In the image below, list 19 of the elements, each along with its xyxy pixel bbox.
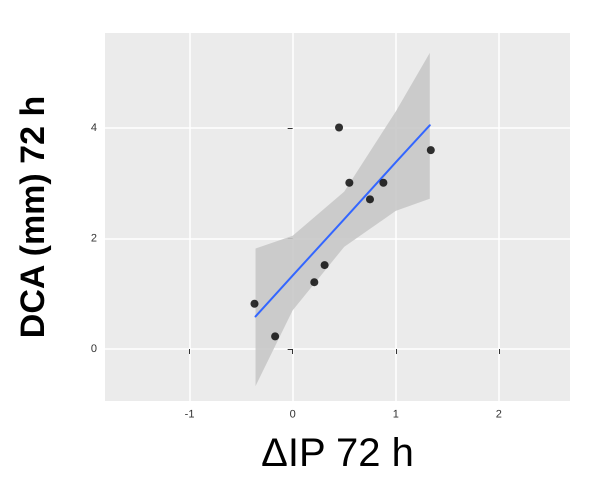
x-tick-label: 2 [496, 408, 502, 420]
line-series [254, 124, 431, 318]
y-tick-label: 2 [90, 232, 97, 245]
point [345, 178, 354, 187]
point [271, 332, 280, 340]
point [426, 146, 435, 154]
point [250, 300, 258, 308]
y-tick-label: 4 [90, 122, 97, 134]
y-tick-label: 0 [90, 343, 97, 356]
x-tick-label: 1 [392, 408, 399, 420]
point [320, 261, 329, 270]
point [379, 178, 388, 187]
x-tick-label: 0 [290, 408, 296, 420]
x-tick-label: -1 [184, 408, 194, 420]
point [366, 195, 374, 204]
point [335, 123, 344, 132]
x-axis-title: ΔIP 72 h [261, 431, 414, 475]
y-axis-title: DCA (mm) 72 h [14, 96, 52, 338]
point [310, 278, 318, 286]
